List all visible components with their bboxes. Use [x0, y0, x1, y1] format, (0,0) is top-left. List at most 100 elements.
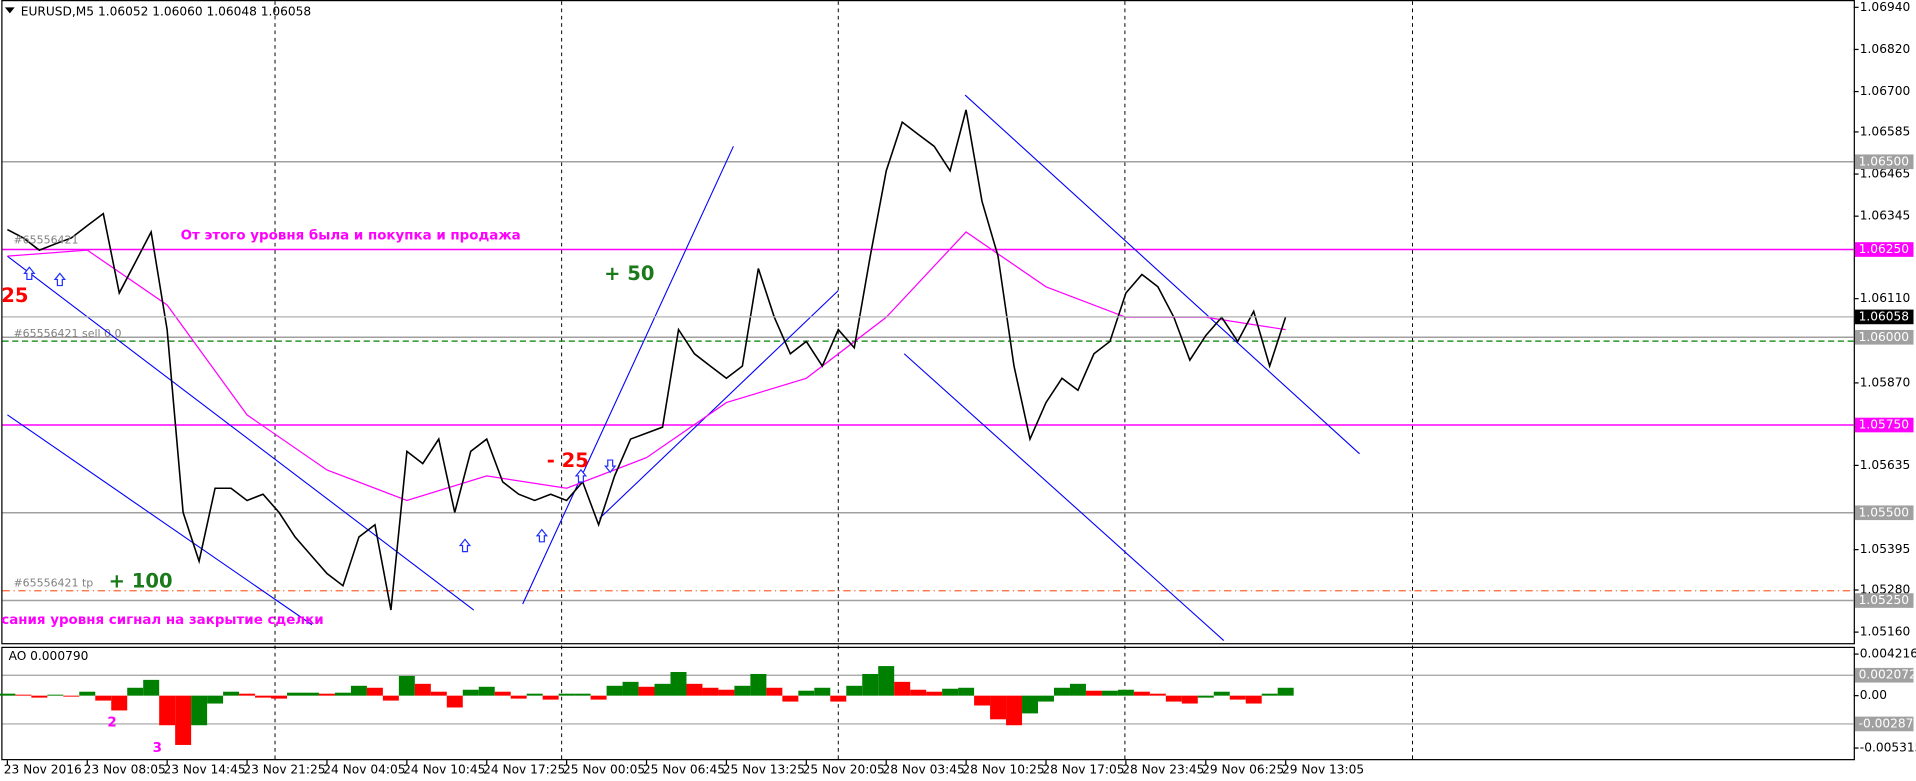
signal-arrows [23, 266, 617, 553]
annotation: - 25 [547, 449, 589, 472]
ao-bar [1261, 693, 1278, 696]
ao-bar [382, 695, 399, 701]
x-tick-label: 23 Nov 08:05 [84, 763, 166, 777]
x-tick-label: 28 Nov 10:25 [962, 763, 1044, 777]
order-label: #65556421 tp [13, 576, 93, 589]
annotation: + 50 [604, 262, 654, 285]
main-frame [1, 0, 1855, 645]
y-tick-label: 1.06110 [1860, 291, 1910, 305]
ao-bar [111, 695, 128, 711]
level-label-box [1854, 329, 1914, 345]
ao-bar [510, 695, 527, 699]
buy-arrow [458, 538, 472, 553]
ao-bar [334, 692, 351, 696]
ao-bar [1149, 693, 1166, 696]
x-tick-label: 25 Nov 00:05 [563, 763, 645, 777]
ao-bar [878, 666, 895, 696]
moving-average [7, 231, 1286, 502]
ao-bar [846, 685, 863, 696]
x-tick-label: 28 Nov 23:45 [1122, 763, 1204, 777]
ao-bar [494, 691, 511, 696]
ao-bar [1277, 687, 1294, 696]
ao-bar [95, 695, 112, 701]
y-tick-label: 0.004216 [1860, 647, 1916, 661]
ao-bar [239, 693, 256, 696]
trend-line [964, 94, 1360, 455]
annotation: 2 [107, 715, 116, 730]
level-label: 1.05500 [1859, 505, 1909, 519]
ao-bar [271, 695, 288, 699]
buy-arrow [23, 266, 36, 281]
ao-bar [782, 695, 799, 702]
ao-bar [942, 688, 959, 696]
ao-bar [430, 691, 447, 696]
price-label: 1.06058 [1859, 309, 1909, 323]
ao-bar [1133, 691, 1150, 696]
ao-bar [814, 687, 831, 696]
ao-bar [318, 693, 335, 696]
y-tick-label: 1.05870 [1860, 375, 1910, 389]
annotation: От этого уровня была и покупка и продажа [181, 228, 521, 244]
trend-line [522, 146, 734, 605]
ao-bar [974, 695, 991, 706]
ao-bar [686, 683, 703, 696]
level-label: 1.06000 [1859, 330, 1909, 344]
buy-arrow [574, 468, 588, 483]
buy-arrow [535, 528, 549, 543]
ao-bar [702, 687, 719, 696]
ao-bar [798, 690, 815, 696]
ao-bar [15, 694, 32, 696]
ao-bar [207, 695, 224, 704]
x-tick-label: 28 Nov 17:05 [1042, 763, 1124, 777]
level-label-box [1854, 154, 1914, 170]
trend-line [7, 414, 313, 626]
ao-bar [1085, 690, 1102, 696]
ao-bar [1038, 695, 1054, 702]
trend-line [903, 353, 1225, 641]
ao-bar [1022, 695, 1039, 714]
level-label-box [1854, 667, 1914, 683]
sell-arrow [604, 459, 617, 474]
level-label: 1.05250 [1859, 593, 1909, 607]
ao-bar [766, 687, 783, 696]
ao-bar [1213, 691, 1230, 696]
order-label: #65556421 [13, 233, 78, 246]
ao-bar [223, 691, 240, 696]
level-label: 1.06250 [1859, 242, 1909, 256]
ao-bar [255, 695, 272, 698]
annotation: + 100 [109, 570, 173, 593]
y-tick-label: 1.06585 [1860, 124, 1910, 138]
y-tick-label: 1.05395 [1860, 542, 1910, 556]
y-tick-label: 1.05635 [1860, 458, 1910, 472]
y-tick-label: 1.06345 [1860, 209, 1910, 223]
trend-line [599, 290, 839, 519]
x-tick-label: 28 Nov 03:45 [883, 763, 965, 777]
ao-bar [398, 675, 415, 696]
x-tick-label: 23 Nov 14:45 [164, 763, 246, 777]
ao-bar [862, 673, 879, 696]
ao-bar [750, 673, 767, 696]
y-tick-label: 1.05280 [1860, 583, 1910, 597]
ao-title: AO 0.000790 [9, 649, 89, 663]
ao-bar [590, 695, 607, 700]
x-tick-label: 29 Nov 06:25 [1202, 763, 1284, 777]
ao-bar [143, 679, 160, 696]
level-label: -0.00287 [1859, 716, 1914, 730]
y-tick-label: 1.06700 [1860, 84, 1910, 98]
ao-bar [159, 695, 176, 726]
ao-bar [79, 691, 96, 696]
ao-bar [670, 671, 687, 696]
ao-frame [1, 646, 1855, 761]
ao-bar [830, 695, 847, 702]
x-tick-label: 25 Nov 20:05 [803, 763, 885, 777]
y-tick-label: 0.00 [1860, 688, 1887, 702]
ao-bar [1245, 695, 1262, 704]
y-tick-label: 1.06820 [1860, 42, 1910, 56]
ao-bar [1053, 687, 1070, 696]
level-label-box [1854, 417, 1914, 433]
ao-bar [302, 692, 319, 696]
